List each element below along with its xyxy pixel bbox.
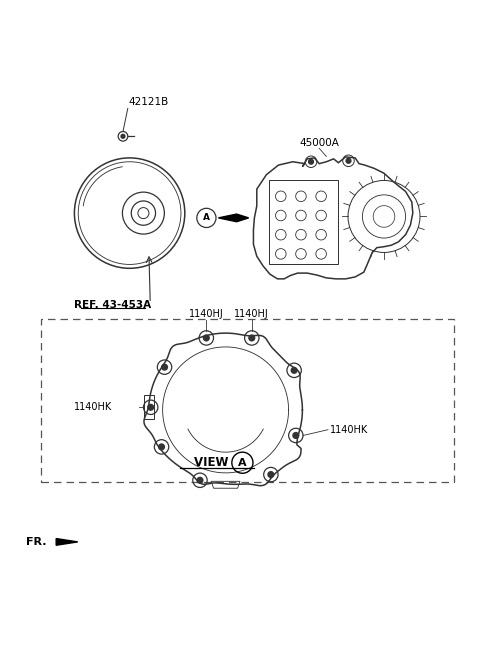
Text: A: A — [203, 213, 210, 222]
Circle shape — [293, 433, 299, 438]
Circle shape — [204, 335, 209, 341]
Text: 42121B: 42121B — [129, 97, 169, 107]
Polygon shape — [56, 539, 78, 546]
Circle shape — [159, 444, 165, 450]
Polygon shape — [218, 214, 249, 221]
Circle shape — [197, 477, 203, 483]
Text: REF. 43-453A: REF. 43-453A — [74, 299, 152, 309]
Text: 1140HK: 1140HK — [330, 425, 369, 435]
Text: 1140HJ: 1140HJ — [234, 309, 269, 319]
Text: 45000A: 45000A — [299, 138, 339, 148]
Text: FR.: FR. — [26, 537, 47, 547]
Circle shape — [121, 134, 125, 138]
Circle shape — [346, 158, 351, 163]
Text: 1140HJ: 1140HJ — [189, 309, 224, 319]
Circle shape — [309, 159, 313, 164]
Circle shape — [249, 335, 255, 341]
Circle shape — [162, 364, 168, 370]
Circle shape — [291, 368, 297, 373]
Text: VIEW: VIEW — [194, 456, 233, 469]
Circle shape — [148, 405, 154, 410]
Text: 1140HK: 1140HK — [74, 403, 112, 412]
Text: A: A — [238, 458, 247, 468]
Circle shape — [268, 472, 274, 478]
